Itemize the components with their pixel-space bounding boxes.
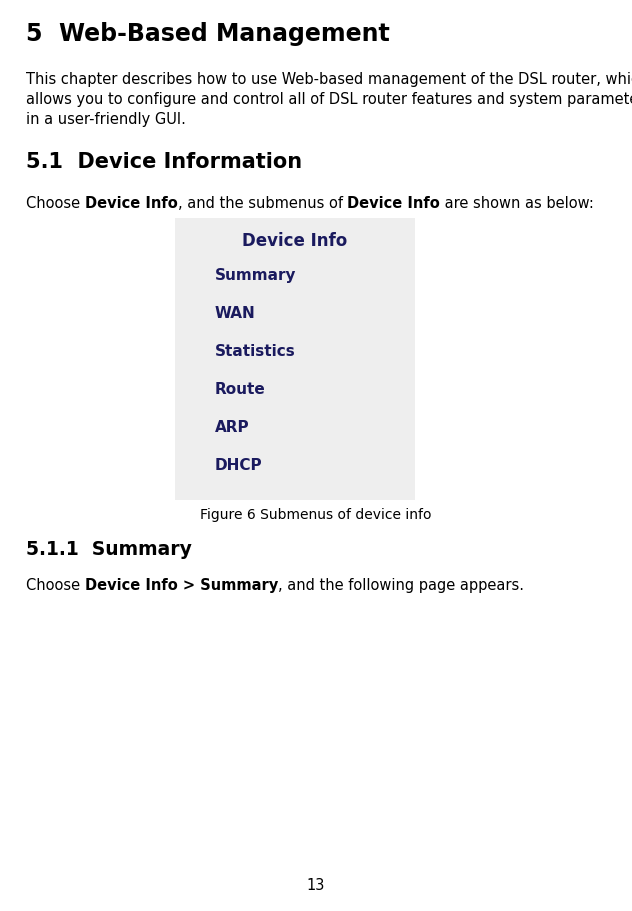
Text: Device Info: Device Info: [243, 232, 348, 250]
Text: 5.1  Device Information: 5.1 Device Information: [26, 152, 302, 172]
Text: , and the following page appears.: , and the following page appears.: [278, 578, 524, 593]
Text: Figure 6 Submenus of device info: Figure 6 Submenus of device info: [200, 508, 432, 522]
Text: 5.1.1  Summary: 5.1.1 Summary: [26, 540, 192, 559]
Text: Device Info: Device Info: [347, 196, 440, 211]
Text: Device Info > Summary: Device Info > Summary: [85, 578, 278, 593]
Text: ARP: ARP: [215, 420, 250, 435]
Text: are shown as below:: are shown as below:: [440, 196, 593, 211]
Text: 13: 13: [307, 878, 325, 893]
Text: Route: Route: [215, 382, 265, 397]
Text: Device Info: Device Info: [85, 196, 178, 211]
Text: This chapter describes how to use Web-based management of the DSL router, which: This chapter describes how to use Web-ba…: [26, 72, 632, 87]
Text: 5  Web-Based Management: 5 Web-Based Management: [26, 22, 390, 46]
Text: Summary: Summary: [215, 268, 296, 283]
Text: DHCP: DHCP: [215, 458, 263, 473]
Text: allows you to configure and control all of DSL router features and system parame: allows you to configure and control all …: [26, 92, 632, 107]
Text: Statistics: Statistics: [215, 344, 296, 359]
Text: WAN: WAN: [215, 306, 256, 321]
Text: Choose: Choose: [26, 196, 85, 211]
Text: , and the submenus of: , and the submenus of: [178, 196, 347, 211]
Bar: [175, 218, 415, 500]
Text: in a user-friendly GUI.: in a user-friendly GUI.: [26, 112, 186, 127]
Text: Choose: Choose: [26, 578, 85, 593]
